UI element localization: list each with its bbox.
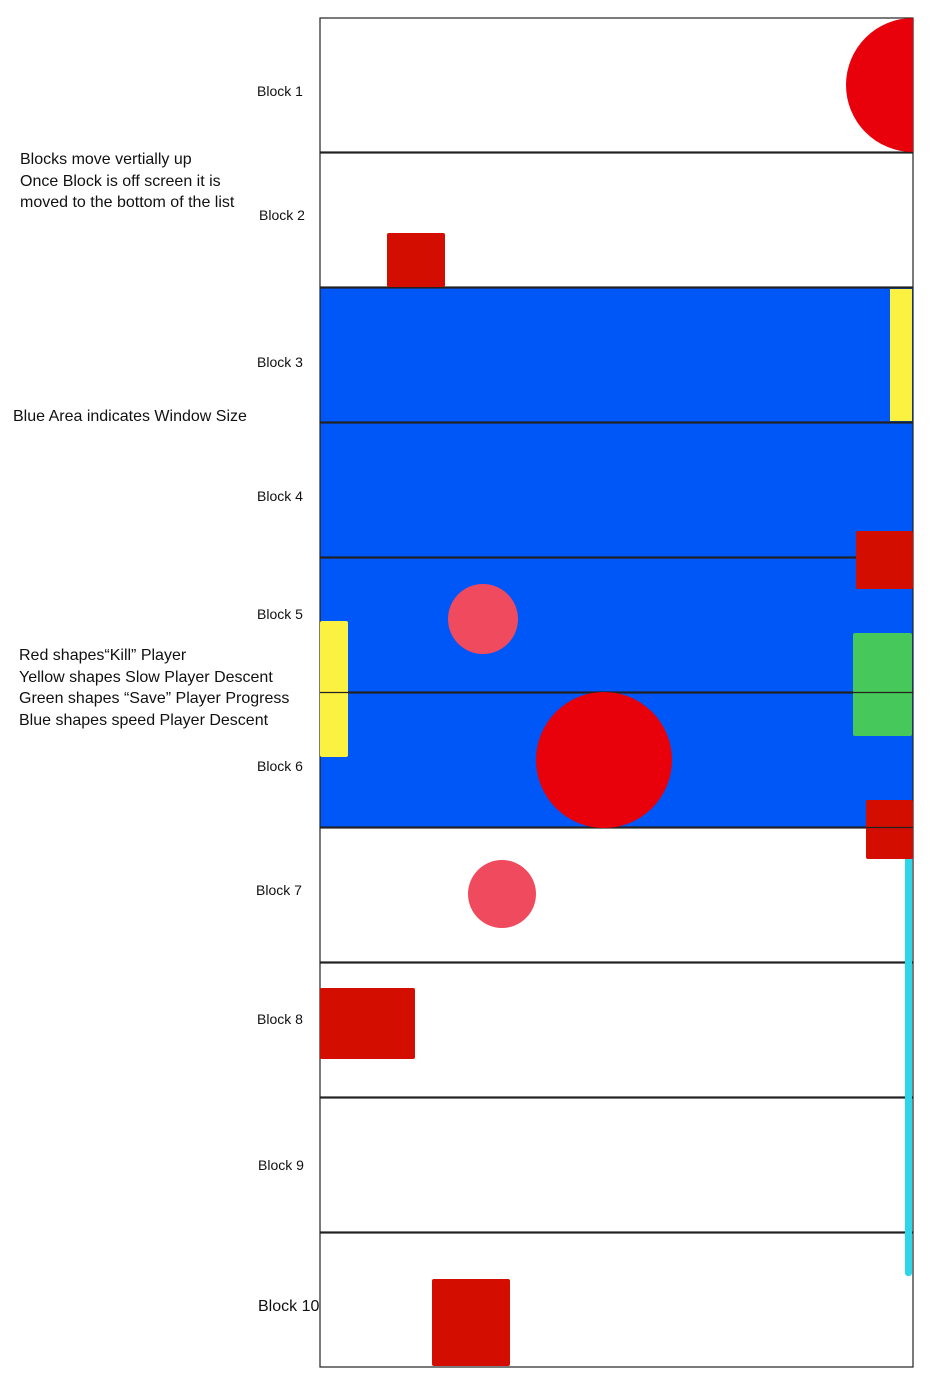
block-1-label: Block 1 xyxy=(257,83,303,99)
slow-bar xyxy=(890,289,912,421)
kill-circle-small xyxy=(448,584,518,654)
block-4 xyxy=(319,422,914,558)
kill-square xyxy=(856,531,913,589)
block-3 xyxy=(319,287,914,423)
kill-square xyxy=(866,800,913,859)
block-7 xyxy=(319,827,914,963)
block-10-label: Block 10 xyxy=(258,1298,320,1315)
note-block-movement: Blocks move vertially up Once Block is o… xyxy=(20,151,235,211)
kill-half-circle xyxy=(846,18,913,152)
block-1 xyxy=(319,17,914,153)
kill-circle-large xyxy=(536,692,672,828)
speed-bar xyxy=(905,852,912,1276)
kill-rectangle xyxy=(320,988,415,1059)
block-4-label: Block 4 xyxy=(257,488,303,504)
block-2 xyxy=(319,152,914,288)
block-3-label: Block 3 xyxy=(257,354,303,370)
kill-rectangle xyxy=(432,1279,510,1366)
block-6-label: Block 6 xyxy=(257,758,303,774)
block-10 xyxy=(319,1232,914,1368)
block-7-label: Block 7 xyxy=(256,882,302,898)
kill-square xyxy=(387,233,445,287)
slow-bar xyxy=(320,621,348,757)
save-block xyxy=(853,633,912,736)
note-window-size: Blue Area indicates Window Size xyxy=(13,408,247,425)
block-9-label: Block 9 xyxy=(258,1157,304,1173)
block-9 xyxy=(319,1097,914,1233)
block-5-label: Block 5 xyxy=(257,606,303,622)
block-8-label: Block 8 xyxy=(257,1011,303,1027)
block-2-label: Block 2 xyxy=(259,207,305,223)
note-shape-legend: Red shapes“Kill” Player Yellow shapes Sl… xyxy=(19,647,290,729)
kill-circle-small xyxy=(468,860,536,928)
